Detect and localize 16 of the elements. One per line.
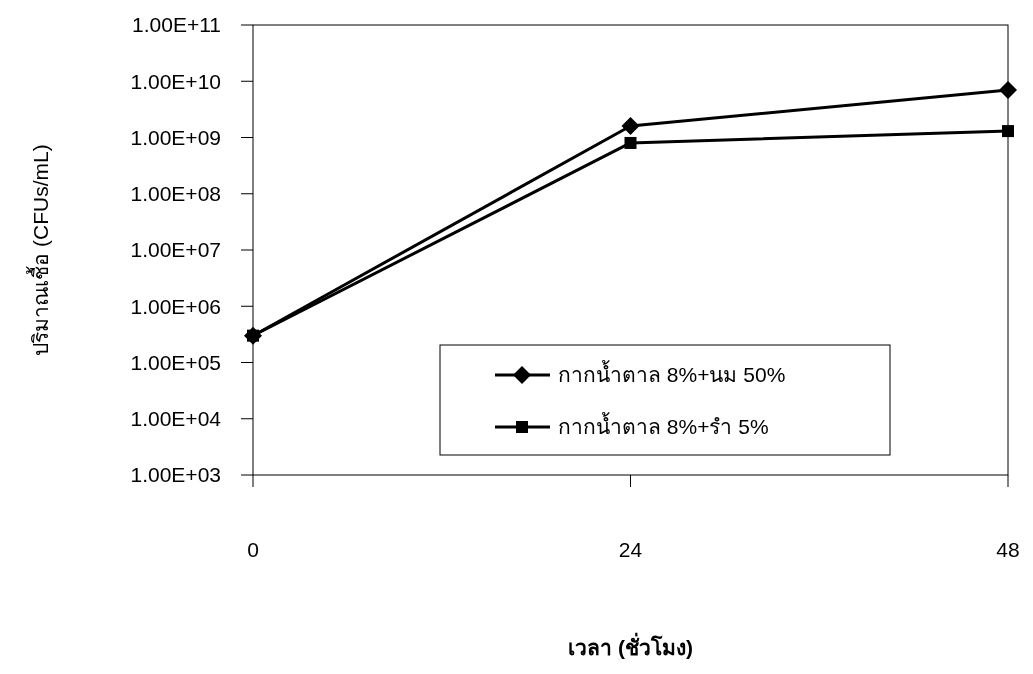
y-tick-label: 1.00E+05 bbox=[130, 350, 221, 374]
y-axis-title: ปริมาณเชื้อ (CFUs/mL) bbox=[26, 144, 52, 356]
y-tick-label: 1.00E+08 bbox=[130, 182, 221, 206]
legend-label: กากน้ำตาล 8%+รำ 5% bbox=[558, 412, 769, 439]
y-tick-label: 1.00E+06 bbox=[130, 294, 221, 318]
x-tick-label: 0 bbox=[247, 538, 259, 562]
y-tick-label: 1.00E+03 bbox=[130, 463, 221, 487]
y-tick-label: 1.00E+11 bbox=[132, 13, 221, 37]
y-tick-label: 1.00E+09 bbox=[130, 125, 221, 149]
x-tick-label: 24 bbox=[618, 538, 643, 562]
x-axis-title: เวลา (ชั่วโมง) bbox=[568, 632, 693, 659]
x-tick-label: 48 bbox=[996, 538, 1020, 562]
y-tick-label: 1.00E+10 bbox=[130, 69, 221, 93]
y-tick-label: 1.00E+04 bbox=[130, 407, 222, 431]
legend-label: กากน้ำตาล 8%+นม 50% bbox=[558, 360, 786, 387]
y-tick-label: 1.00E+07 bbox=[130, 238, 221, 262]
